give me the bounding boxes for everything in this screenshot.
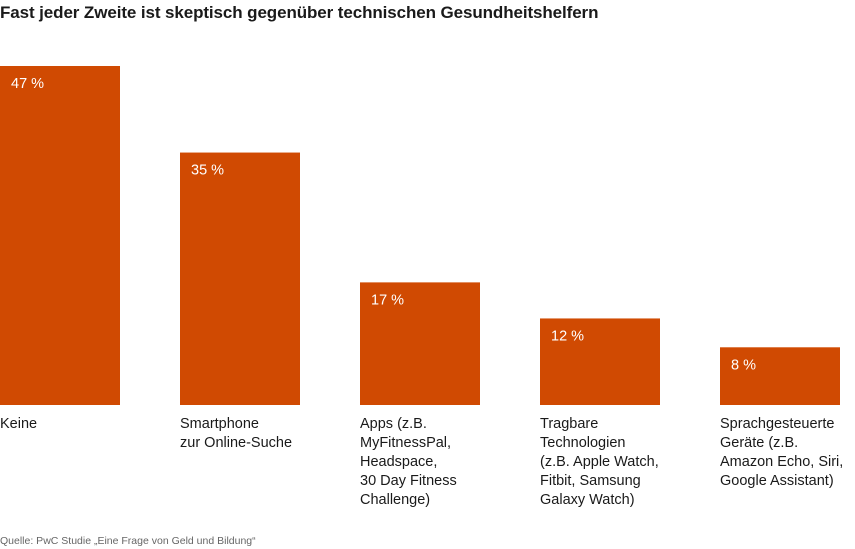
bar-value-label-4: 12 % (551, 328, 584, 344)
category-label-line: Headspace, (360, 454, 438, 470)
bar-value-label-2: 35 % (191, 163, 224, 179)
bar-value-label-1: 47 % (11, 76, 44, 92)
chart-title: Fast jeder Zweite ist skeptisch gegenübe… (0, 3, 599, 22)
category-label-line: Apps (z.B. (360, 416, 427, 432)
category-label-line: MyFitnessPal, (360, 435, 452, 451)
category-label-line: Sprachgesteuerte (720, 416, 835, 432)
category-label-line: Galaxy Watch) (540, 492, 635, 508)
category-label-line: Amazon Echo, Siri, (720, 454, 844, 470)
bar-1 (0, 66, 120, 405)
category-label-line: Fitbit, Samsung (540, 473, 641, 489)
bar-4 (540, 318, 660, 405)
category-label-3: Apps (z.B. MyFitnessPal, Headspace, 30 Day … (360, 415, 520, 510)
category-label-4: Tragbare Technologien (z.B. Apple Watch, Fi… (540, 415, 700, 510)
category-label-line: Technologien (540, 435, 626, 451)
category-label-2: Smartphone zur Online-Suche (180, 415, 340, 453)
category-label-line: zur Online-Suche (180, 435, 293, 451)
category-label-1: Keine (0, 415, 160, 434)
category-label-5: Sprachgesteuerte Geräte (z.B. Amazon Echo,… (720, 415, 855, 491)
category-label-line: Keine (0, 416, 38, 432)
category-label-line: Tragbare (540, 416, 599, 432)
category-label-line: Smartphone (180, 416, 259, 432)
bar-5 (720, 347, 840, 405)
category-label-line: Geräte (z.B. (720, 435, 799, 451)
bar-2 (180, 152, 300, 405)
bar-value-label-3: 17 % (371, 292, 404, 308)
category-label-line: Google Assistant) (720, 473, 834, 489)
source-note: Quelle: PwC Studie „Eine Frage von Geld … (0, 535, 256, 547)
category-label-line: Challenge) (360, 492, 431, 508)
bar-value-label-5: 8 % (731, 357, 756, 373)
category-label-line: 30 Day Fitness (360, 473, 457, 489)
category-label-line: (z.B. Apple Watch, (540, 454, 659, 470)
bar-3 (360, 282, 480, 405)
